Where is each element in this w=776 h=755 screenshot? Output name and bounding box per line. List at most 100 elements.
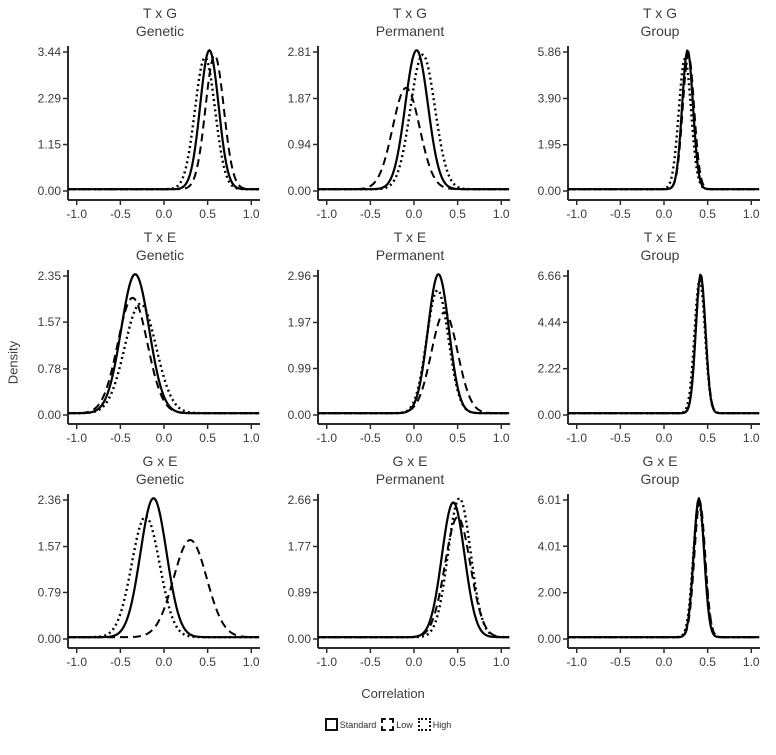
legend-label: Low [396, 719, 413, 730]
density-curve-low [318, 86, 510, 191]
density-plot: -1.0 -0.5 0.0 0.5 1.0 0.00 2.00 4.01 6.01 [538, 493, 760, 669]
y-tick-label: 1.97 [288, 315, 312, 329]
facet-col-title: Group [640, 23, 680, 39]
x-tick-label: 1.0 [243, 207, 260, 221]
x-tick-label: 1.0 [743, 431, 760, 445]
facet-col-title: Group [640, 247, 680, 263]
x-tick-label: 0.5 [449, 207, 466, 221]
density-curve-standard [318, 501, 510, 639]
facet-grid: T x G Genetic -1.0 -0.5 0.0 0.5 1.0 0.00 1.15 2… [18, 4, 768, 676]
x-tick-label: 0.5 [199, 431, 216, 445]
facet-row-title: G x E [142, 453, 178, 469]
y-tick-label: 3.90 [538, 91, 562, 105]
facet-col-title: Group [640, 471, 680, 487]
dotted-line-key-icon [417, 718, 431, 731]
y-tick-label: 6.01 [538, 493, 562, 507]
x-tick-label: -0.5 [360, 207, 381, 221]
legend: Standard Low High [0, 718, 776, 731]
y-tick-label: 2.36 [38, 493, 62, 507]
panel-txe-group: T x E Group -1.0 -0.5 0.0 0.5 1.0 0.00 2.22 4.4… [518, 228, 768, 452]
panel-txg-genetic: T x G Genetic -1.0 -0.5 0.0 0.5 1.0 0.00 1.15 2… [18, 4, 268, 228]
y-tick-label: 2.35 [38, 269, 62, 283]
density-curve-high [68, 56, 260, 191]
x-tick-label: -1.0 [66, 207, 87, 221]
x-tick-label: 1.0 [493, 655, 510, 669]
facet-col-title: Genetic [135, 23, 185, 39]
facet-col-title: Permanent [375, 247, 445, 263]
y-tick-label: 1.87 [288, 91, 312, 105]
x-tick-label: -0.5 [610, 207, 631, 221]
x-tick-label: -0.5 [110, 207, 131, 221]
facet-col-title: Permanent [375, 471, 445, 487]
facet-row-title: T x G [143, 5, 177, 21]
y-tick-label: 0.00 [288, 184, 312, 198]
density-curve-low [318, 311, 510, 415]
legend-item-standard: Standard [324, 718, 377, 731]
density-curve-standard [68, 497, 260, 639]
x-tick-label: 1.0 [493, 207, 510, 221]
facet-col-title: Genetic [135, 471, 185, 487]
x-tick-label: 0.0 [406, 655, 423, 669]
panel-txg-group: T x G Group -1.0 -0.5 0.0 0.5 1.0 0.00 1.95 3.9… [518, 4, 768, 228]
density-curve-low [568, 52, 760, 191]
y-tick-label: 2.29 [38, 91, 62, 105]
x-tick-label: 0.5 [699, 431, 716, 445]
density-curve-high [68, 302, 260, 415]
facet-row-title: T x E [643, 229, 677, 245]
x-tick-label: 0.0 [656, 655, 673, 669]
x-tick-label: 0.0 [156, 431, 173, 445]
legend-item-high: High [417, 718, 451, 731]
x-tick-label: 0.0 [156, 207, 173, 221]
density-curve-high [318, 289, 510, 415]
x-tick-label: -0.5 [610, 431, 631, 445]
y-tick-label: 2.22 [538, 362, 562, 376]
x-tick-label: -1.0 [316, 655, 337, 669]
x-tick-label: 0.0 [406, 207, 423, 221]
panel-txe-genetic: T x E Genetic -1.0 -0.5 0.0 0.5 1.0 0.00 0.78 1… [18, 228, 268, 452]
x-tick-label: 1.0 [743, 207, 760, 221]
panel-gxe-permanent: G x E Permanent -1.0 -0.5 0.0 0.5 1.0 0.00 0.8… [268, 452, 518, 676]
facet-row-title: T x E [143, 229, 177, 245]
y-tick-label: 1.15 [38, 138, 62, 152]
x-tick-label: 0.0 [156, 655, 173, 669]
density-curve-standard [568, 273, 760, 415]
facet-col-title: Permanent [375, 23, 445, 39]
x-tick-label: 0.5 [699, 207, 716, 221]
x-tick-label: 1.0 [493, 431, 510, 445]
density-curve-standard [318, 273, 510, 415]
x-tick-label: 0.0 [406, 431, 423, 445]
y-tick-label: 2.96 [288, 269, 312, 283]
x-tick-label: -1.0 [66, 655, 87, 669]
solid-line-key-icon [324, 718, 338, 731]
density-curve-high [568, 501, 760, 639]
x-tick-label: 0.5 [199, 655, 216, 669]
y-tick-label: 6.66 [538, 269, 562, 283]
y-tick-label: 2.81 [288, 45, 312, 59]
x-tick-label: 1.0 [243, 655, 260, 669]
density-curve-low [68, 539, 260, 639]
x-tick-label: -0.5 [360, 655, 381, 669]
legend-label: Standard [339, 719, 377, 730]
y-tick-label: 2.66 [288, 493, 312, 507]
y-tick-label: 0.99 [288, 362, 312, 376]
x-tick-label: -1.0 [316, 431, 337, 445]
x-tick-label: -1.0 [316, 207, 337, 221]
facet-row-title: G x E [642, 453, 678, 469]
y-tick-label: 2.00 [538, 586, 562, 600]
dashed-line-key-icon [381, 718, 395, 731]
density-curve-low [68, 296, 260, 415]
x-tick-label: 1.0 [243, 431, 260, 445]
density-curve-high [568, 278, 760, 415]
density-plot: -1.0 -0.5 0.0 0.5 1.0 0.00 0.99 1.97 2.96 [288, 269, 510, 445]
panel-gxe-group: G x E Group -1.0 -0.5 0.0 0.5 1.0 0.00 2.00 4.0… [518, 452, 768, 676]
x-tick-label: 0.0 [656, 207, 673, 221]
y-tick-label: 4.44 [538, 315, 562, 329]
x-tick-label: -0.5 [110, 431, 131, 445]
facet-row-title: T x G [643, 5, 677, 21]
y-tick-label: 0.00 [538, 408, 562, 422]
density-curve-high [318, 53, 510, 191]
x-tick-label: 0.5 [449, 431, 466, 445]
density-plot: -1.0 -0.5 0.0 0.5 1.0 0.00 0.79 1.57 2.36 [38, 493, 260, 669]
panel-gxe-genetic: G x E Genetic -1.0 -0.5 0.0 0.5 1.0 0.00 0.79 1… [18, 452, 268, 676]
x-tick-label: -1.0 [566, 207, 587, 221]
